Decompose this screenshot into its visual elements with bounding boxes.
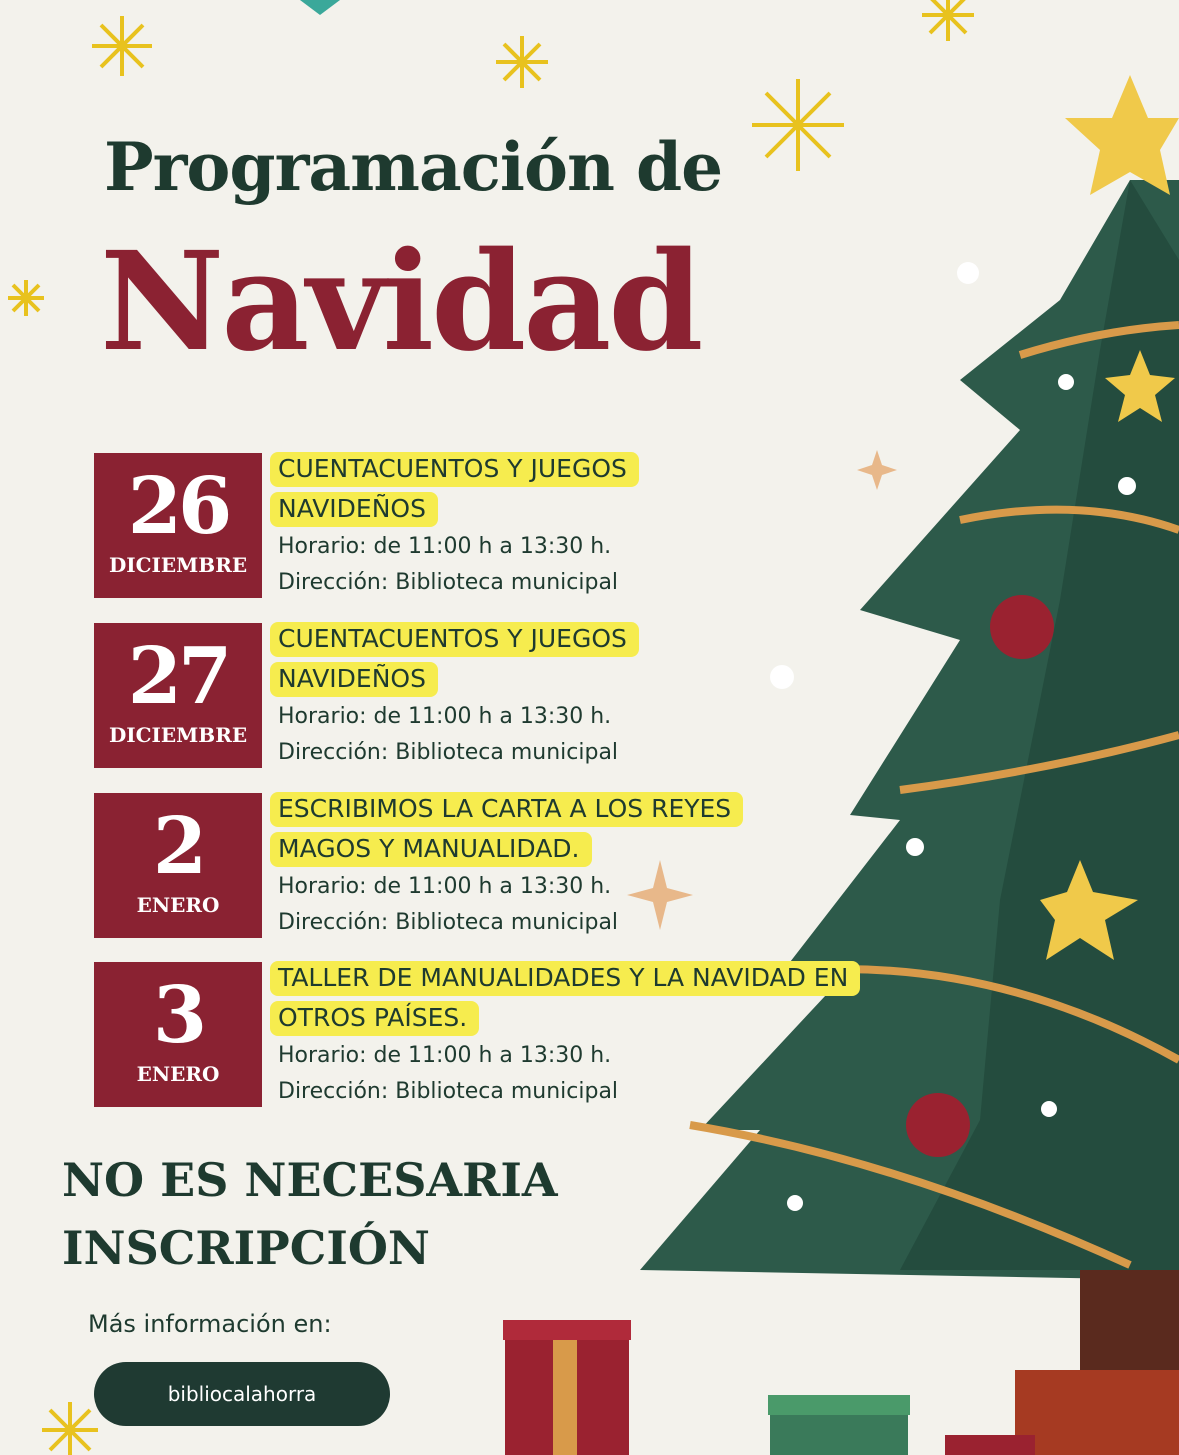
event-title: ESCRIBIMOS LA CARTA A LOS REYES MAGOS Y …: [270, 789, 830, 869]
event-schedule: Horario: de 11:00 h a 13:30 h.: [278, 874, 612, 899]
star-icon: [1040, 75, 1179, 960]
date-badge: 3 ENERO: [94, 962, 262, 1107]
event-item: 3 ENERO TALLER DE MANUALIDADES Y LA NAVID…: [94, 961, 861, 1107]
date-badge: 26 DICIEMBRE: [94, 453, 262, 598]
event-address: Dirección: Biblioteca municipal: [278, 740, 619, 765]
date-badge: 2 ENERO: [94, 793, 262, 938]
event-item: 26 DICIEMBRE CUENTACUENTOS Y JUEGOS NAVID…: [94, 452, 774, 598]
event-item: 2 ENERO ESCRIBIMOS LA CARTA A LOS REYES M…: [94, 792, 774, 938]
ornament-icon: [906, 595, 1054, 1157]
christmas-tree-icon: [640, 180, 1179, 1455]
title-navidad: Navidad: [100, 222, 703, 382]
event-item: 27 DICIEMBRE CUENTACUENTOS Y JUEGOS NAVID…: [94, 622, 774, 768]
registration-notice: NO ES NECESARIA INSCRIPCIÓN: [62, 1153, 558, 1275]
event-address: Dirección: Biblioteca municipal: [278, 1079, 619, 1104]
date-badge: 27 DICIEMBRE: [94, 623, 262, 768]
event-address: Dirección: Biblioteca municipal: [278, 570, 619, 595]
event-address: Dirección: Biblioteca municipal: [278, 910, 619, 935]
more-info-label: Más información en:: [88, 1310, 332, 1338]
event-schedule: Horario: de 11:00 h a 13:30 h.: [278, 1043, 612, 1068]
event-schedule: Horario: de 11:00 h a 13:30 h.: [278, 534, 612, 559]
event-title: CUENTACUENTOS Y JUEGOS NAVIDEÑOS: [270, 449, 790, 529]
event-schedule: Horario: de 11:00 h a 13:30 h.: [278, 704, 612, 729]
social-handle-button[interactable]: bibliocalahorra: [94, 1362, 390, 1426]
title-line1: Programación de: [104, 128, 723, 206]
gift-icon: [503, 1320, 1035, 1455]
event-title: TALLER DE MANUALIDADES Y LA NAVIDAD EN O…: [270, 958, 861, 1038]
snowflake-icon: [8, 0, 974, 1455]
event-title: CUENTACUENTOS Y JUEGOS NAVIDEÑOS: [270, 619, 790, 699]
